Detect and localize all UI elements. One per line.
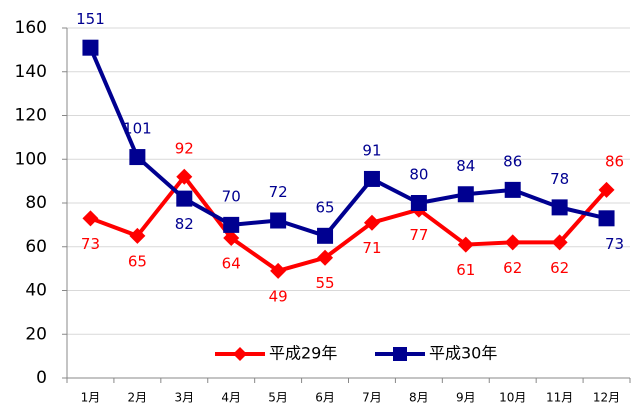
- marker: [504, 181, 521, 198]
- x-tick-label: 9月: [456, 391, 476, 405]
- data-label: 86: [503, 152, 522, 170]
- data-label: 62: [503, 259, 522, 277]
- marker: [176, 190, 193, 207]
- marker: [82, 39, 99, 56]
- marker: [129, 149, 146, 166]
- legend-label: 平成30年: [429, 344, 497, 363]
- data-label: 77: [409, 226, 428, 244]
- x-tick-label: 7月: [362, 391, 382, 405]
- marker: [176, 168, 193, 185]
- marker: [363, 170, 380, 187]
- marker: [551, 234, 568, 251]
- data-label: 78: [550, 170, 569, 188]
- y-tick-label: 140: [15, 62, 47, 82]
- y-tick-label: 40: [25, 281, 47, 301]
- data-label: 151: [76, 10, 105, 28]
- y-tick-label: 120: [15, 106, 47, 126]
- y-tick-label: 20: [25, 324, 47, 344]
- y-tick-label: 60: [25, 237, 47, 257]
- data-label: 72: [269, 183, 288, 201]
- data-label: 91: [362, 141, 381, 159]
- series-line: [88, 46, 607, 238]
- marker: [363, 214, 380, 231]
- marker: [504, 234, 521, 251]
- series-line: [89, 174, 609, 273]
- data-label: 65: [128, 252, 147, 270]
- data-label: 71: [362, 239, 381, 257]
- marker: [129, 227, 146, 244]
- marker: [223, 230, 240, 246]
- data-label: 73: [81, 235, 100, 253]
- marker: [457, 236, 474, 253]
- marker: [598, 181, 615, 198]
- y-tick-label: 0: [36, 368, 47, 388]
- data-label: 65: [315, 198, 334, 216]
- x-tick-label: 4月: [221, 391, 241, 405]
- data-label: 70: [222, 187, 241, 205]
- x-tick-label: 12月: [593, 391, 620, 405]
- marker: [317, 227, 334, 244]
- y-tick-label: 100: [15, 149, 47, 169]
- data-label: 62: [550, 259, 569, 277]
- marker: [82, 210, 99, 227]
- data-label: 86: [605, 152, 624, 170]
- data-label: 92: [175, 139, 194, 157]
- y-tick-label: 160: [15, 18, 47, 38]
- x-tick-label: 8月: [409, 391, 429, 405]
- marker: [457, 186, 474, 203]
- marker: [317, 249, 334, 266]
- x-tick-label: 10月: [499, 391, 526, 405]
- y-tick-label: 80: [25, 193, 47, 213]
- legend-marker: [233, 347, 247, 361]
- marker: [223, 216, 240, 233]
- marker: [410, 195, 427, 211]
- marker: [598, 210, 615, 227]
- x-tick-label: 5月: [268, 391, 288, 405]
- marker: [270, 262, 287, 279]
- data-label: 82: [175, 215, 194, 233]
- data-label: 49: [269, 287, 288, 305]
- x-tick-label: 3月: [174, 391, 194, 405]
- data-label: 84: [456, 157, 475, 175]
- x-tick-label: 11月: [546, 391, 573, 405]
- x-tick-label: 2月: [128, 391, 148, 405]
- data-label: 61: [456, 261, 475, 279]
- marker: [551, 199, 568, 216]
- legend-marker: [393, 347, 407, 361]
- data-label: 64: [222, 255, 241, 273]
- data-label: 80: [409, 166, 428, 184]
- data-label: 55: [315, 274, 334, 292]
- data-label: 101: [123, 120, 152, 138]
- x-tick-label: 6月: [315, 391, 335, 405]
- marker: [270, 212, 287, 229]
- x-tick-label: 1月: [81, 391, 101, 405]
- data-label: 73: [605, 235, 624, 253]
- legend-label: 平成29年: [269, 344, 337, 363]
